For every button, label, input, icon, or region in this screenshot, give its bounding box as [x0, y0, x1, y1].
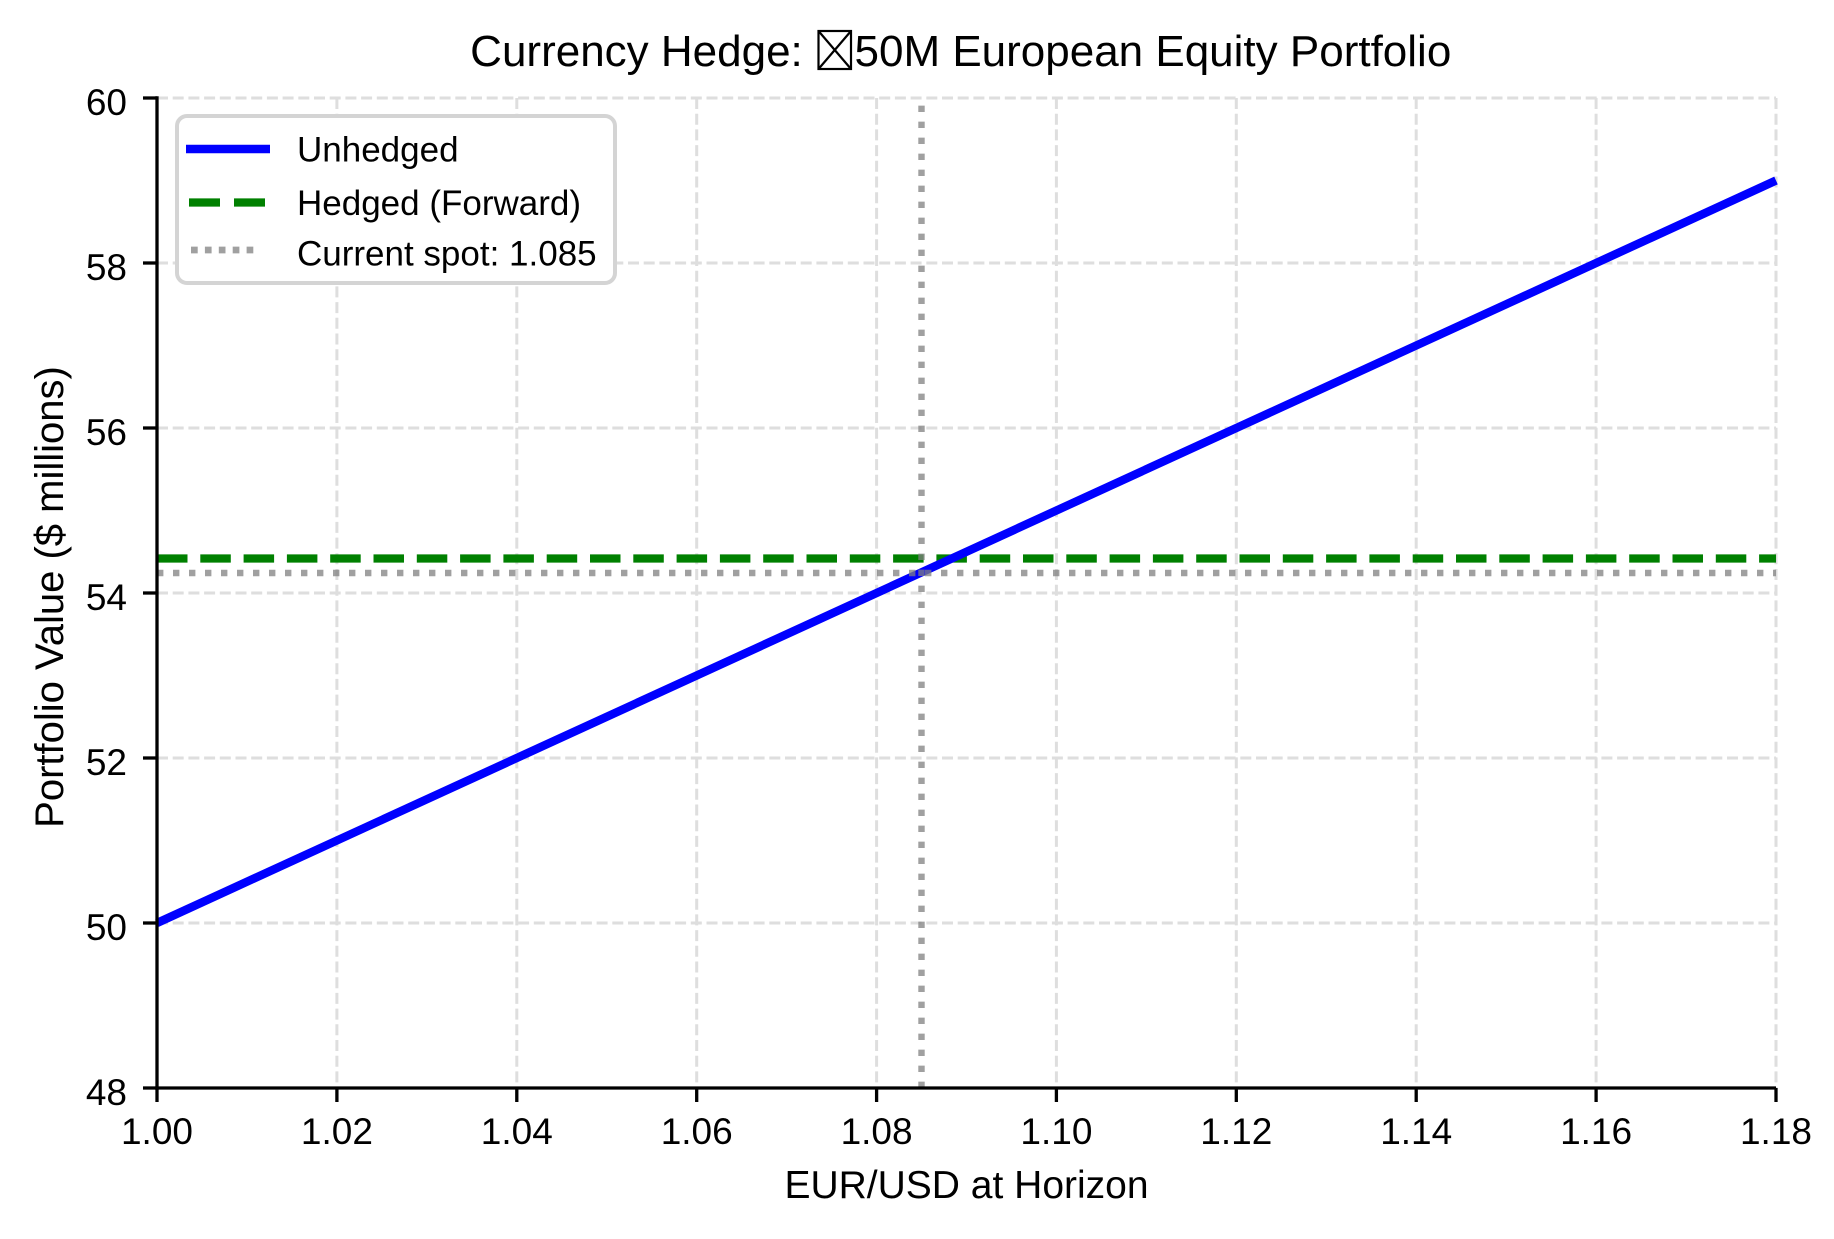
svg-text:54: 54 [86, 577, 127, 618]
svg-text:Current spot: 1.085: Current spot: 1.085 [297, 235, 597, 274]
svg-text:1.10: 1.10 [1020, 1111, 1092, 1152]
svg-text:1.04: 1.04 [481, 1111, 553, 1152]
svg-text:1.08: 1.08 [841, 1111, 913, 1152]
svg-text:50M European Equity Portfolio: 50M European Equity Portfolio [855, 27, 1452, 76]
svg-text:58: 58 [86, 247, 127, 288]
svg-text:1.02: 1.02 [301, 1111, 373, 1152]
svg-text:Unhedged: Unhedged [297, 131, 459, 170]
svg-text:Hedged (Forward): Hedged (Forward) [297, 184, 581, 223]
svg-text:1.18: 1.18 [1740, 1111, 1812, 1152]
svg-text:1.16: 1.16 [1560, 1111, 1632, 1152]
svg-text:50: 50 [86, 907, 127, 948]
svg-text:60: 60 [86, 82, 127, 123]
svg-text:56: 56 [86, 412, 127, 453]
svg-text:52: 52 [86, 742, 127, 783]
svg-text:1.12: 1.12 [1200, 1111, 1272, 1152]
svg-text:1.00: 1.00 [121, 1111, 193, 1152]
svg-text:1.06: 1.06 [661, 1111, 733, 1152]
svg-text:48: 48 [86, 1072, 127, 1113]
svg-text:Currency Hedge:: Currency Hedge: [470, 27, 815, 76]
svg-text:1.14: 1.14 [1380, 1111, 1452, 1152]
svg-text:Portfolio Value ($ millions): Portfolio Value ($ millions) [28, 366, 72, 828]
svg-text:EUR/USD at Horizon: EUR/USD at Horizon [784, 1164, 1148, 1207]
